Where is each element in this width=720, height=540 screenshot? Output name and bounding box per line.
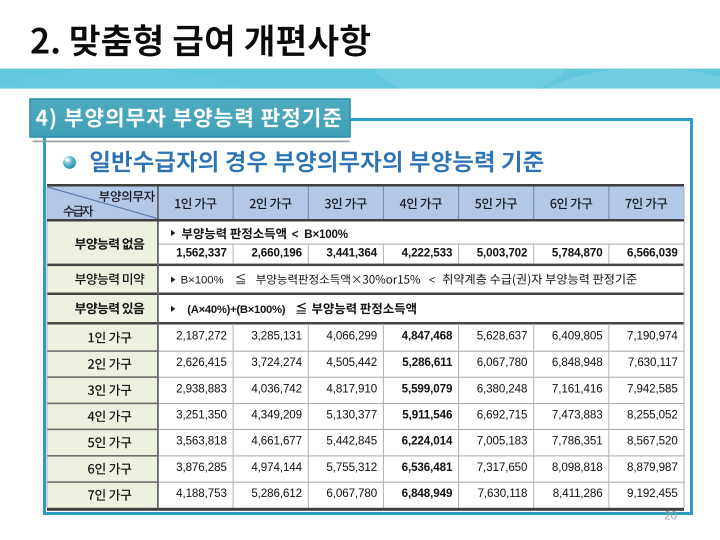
svg-text:3,724,274: 3,724,274 <box>251 356 302 369</box>
svg-text:6,566,039: 6,566,039 <box>627 247 678 260</box>
svg-text:4,349,209: 4,349,209 <box>251 408 302 421</box>
svg-text:5,755,312: 5,755,312 <box>326 461 377 474</box>
svg-text:7,005,183: 7,005,183 <box>477 435 528 448</box>
svg-text:4,974,144: 4,974,144 <box>251 461 302 474</box>
svg-text:7,630,118: 7,630,118 <box>478 487 528 500</box>
svg-text:5,442,845: 5,442,845 <box>326 435 377 448</box>
svg-text:1,562,337: 1,562,337 <box>176 247 227 260</box>
svg-text:B×100%: B×100% <box>181 275 224 287</box>
svg-text:5,130,377: 5,130,377 <box>326 408 377 421</box>
svg-text:7,317,650: 7,317,650 <box>477 461 528 474</box>
svg-text:5,599,079: 5,599,079 <box>402 382 453 395</box>
svg-text:<: < <box>429 275 436 287</box>
svg-text:6,848,949: 6,848,949 <box>402 487 453 500</box>
svg-text:7,630,117: 7,630,117 <box>628 356 678 369</box>
svg-text:4,036,742: 4,036,742 <box>251 382 302 395</box>
svg-text:< B×100%: < B×100% <box>292 228 348 241</box>
svg-text:6,409,805: 6,409,805 <box>552 330 603 343</box>
svg-text:5,784,870: 5,784,870 <box>552 247 603 260</box>
svg-text:5,286,611: 5,286,611 <box>402 356 453 369</box>
svg-text:8,879,987: 8,879,987 <box>627 461 678 474</box>
svg-text:6,536,481: 6,536,481 <box>402 461 453 474</box>
svg-text:4,661,677: 4,661,677 <box>251 435 302 448</box>
svg-text:4,505,442: 4,505,442 <box>326 356 377 369</box>
svg-text:7,161,416: 7,161,416 <box>552 382 603 395</box>
svg-text:9,192,455: 9,192,455 <box>627 487 678 500</box>
svg-text:5,628,637: 5,628,637 <box>477 330 528 343</box>
svg-text:7,190,974: 7,190,974 <box>627 330 678 343</box>
svg-text:3,563,818: 3,563,818 <box>176 435 227 448</box>
svg-text:8,255,052: 8,255,052 <box>627 408 678 421</box>
svg-text:6,692,715: 6,692,715 <box>477 408 528 421</box>
svg-text:8,411,286: 8,411,286 <box>553 487 603 500</box>
svg-text:5,911,546: 5,911,546 <box>402 408 453 421</box>
svg-text:4,847,468: 4,847,468 <box>402 330 453 343</box>
svg-text:4,188,753: 4,188,753 <box>176 487 227 500</box>
svg-text:6,067,780: 6,067,780 <box>477 356 528 369</box>
svg-text:7,786,351: 7,786,351 <box>552 435 603 448</box>
svg-text:4,066,299: 4,066,299 <box>326 330 377 343</box>
svg-text:20: 20 <box>664 511 677 523</box>
svg-text:5,003,702: 5,003,702 <box>477 247 528 260</box>
svg-text:2,938,883: 2,938,883 <box>176 382 227 395</box>
svg-text:2,660,196: 2,660,196 <box>251 247 302 260</box>
svg-text:3,876,285: 3,876,285 <box>176 461 227 474</box>
svg-text:2,626,415: 2,626,415 <box>176 356 227 369</box>
svg-text:6,067,780: 6,067,780 <box>326 487 377 500</box>
svg-text:3,441,364: 3,441,364 <box>326 247 377 260</box>
svg-text:7,473,883: 7,473,883 <box>552 408 603 421</box>
svg-text:3,251,350: 3,251,350 <box>176 408 227 421</box>
svg-text:2,187,272: 2,187,272 <box>176 330 227 343</box>
svg-text:4,222,533: 4,222,533 <box>402 247 453 260</box>
svg-text:6,380,248: 6,380,248 <box>477 382 528 395</box>
svg-text:8,098,818: 8,098,818 <box>552 461 603 474</box>
svg-text:8,567,520: 8,567,520 <box>627 435 678 448</box>
svg-text:5,286,612: 5,286,612 <box>251 487 302 500</box>
svg-text:6,848,948: 6,848,948 <box>552 356 603 369</box>
svg-text:3,285,131: 3,285,131 <box>251 330 302 343</box>
svg-text:4,817,910: 4,817,910 <box>326 382 377 395</box>
svg-text:7,942,585: 7,942,585 <box>627 382 678 395</box>
svg-text:6,224,014: 6,224,014 <box>402 435 453 448</box>
svg-text:(A×40%)+(B×100%): (A×40%)+(B×100%) <box>187 304 285 316</box>
